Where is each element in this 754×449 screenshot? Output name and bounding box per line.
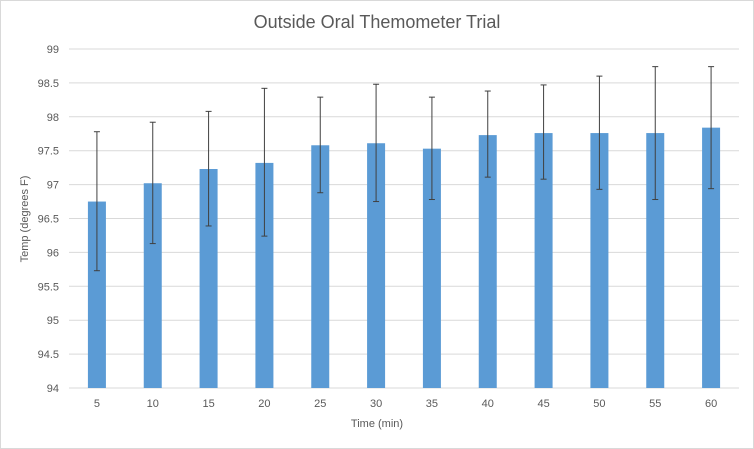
x-tick-label: 50 bbox=[593, 398, 605, 410]
y-tick-label: 99 bbox=[47, 44, 59, 56]
x-axis-ticks: 5 10 15 20 25 30 35 40 45 50 55 60 bbox=[94, 398, 717, 410]
bar bbox=[199, 169, 218, 388]
bar bbox=[534, 133, 553, 388]
bar bbox=[478, 135, 497, 388]
x-tick-label: 45 bbox=[537, 398, 549, 410]
x-tick-label: 5 bbox=[94, 398, 100, 410]
y-tick-label: 94 bbox=[47, 383, 59, 395]
x-axis-label: Time (min) bbox=[351, 418, 403, 430]
y-tick-label: 95 bbox=[47, 315, 59, 327]
x-tick-label: 40 bbox=[482, 398, 494, 410]
bar bbox=[422, 148, 441, 388]
bar bbox=[311, 145, 330, 388]
x-tick-label: 25 bbox=[314, 398, 326, 410]
bar bbox=[646, 133, 665, 388]
bar bbox=[87, 201, 106, 388]
y-tick-label: 98.5 bbox=[38, 78, 59, 90]
bar bbox=[143, 183, 162, 388]
y-tick-label: 96 bbox=[47, 247, 59, 259]
x-tick-label: 20 bbox=[258, 398, 270, 410]
bars bbox=[87, 127, 721, 388]
x-tick-label: 60 bbox=[705, 398, 717, 410]
x-tick-label: 15 bbox=[202, 398, 214, 410]
bar bbox=[367, 143, 386, 388]
x-tick-label: 55 bbox=[649, 398, 661, 410]
bar bbox=[255, 162, 274, 388]
y-tick-label: 98 bbox=[47, 112, 59, 124]
error-bars bbox=[93, 66, 715, 272]
x-tick-label: 30 bbox=[370, 398, 382, 410]
y-tick-label: 94.5 bbox=[38, 349, 59, 361]
y-tick-label: 97.5 bbox=[38, 146, 59, 158]
y-tick-label: 96.5 bbox=[38, 214, 59, 226]
bar bbox=[702, 127, 721, 388]
x-tick-label: 35 bbox=[426, 398, 438, 410]
chart-title: Outside Oral Themometer Trial bbox=[254, 12, 501, 32]
y-tick-label: 97 bbox=[47, 180, 59, 192]
gridlines bbox=[69, 48, 739, 389]
bar bbox=[590, 133, 609, 388]
y-axis-label: Temp (degrees F) bbox=[19, 176, 31, 263]
y-tick-label: 95.5 bbox=[38, 281, 59, 293]
x-tick-label: 10 bbox=[147, 398, 159, 410]
y-axis-ticks: 94 94.5 95 95.5 96 96.5 97 97.5 98 98.5 99 bbox=[38, 44, 59, 395]
